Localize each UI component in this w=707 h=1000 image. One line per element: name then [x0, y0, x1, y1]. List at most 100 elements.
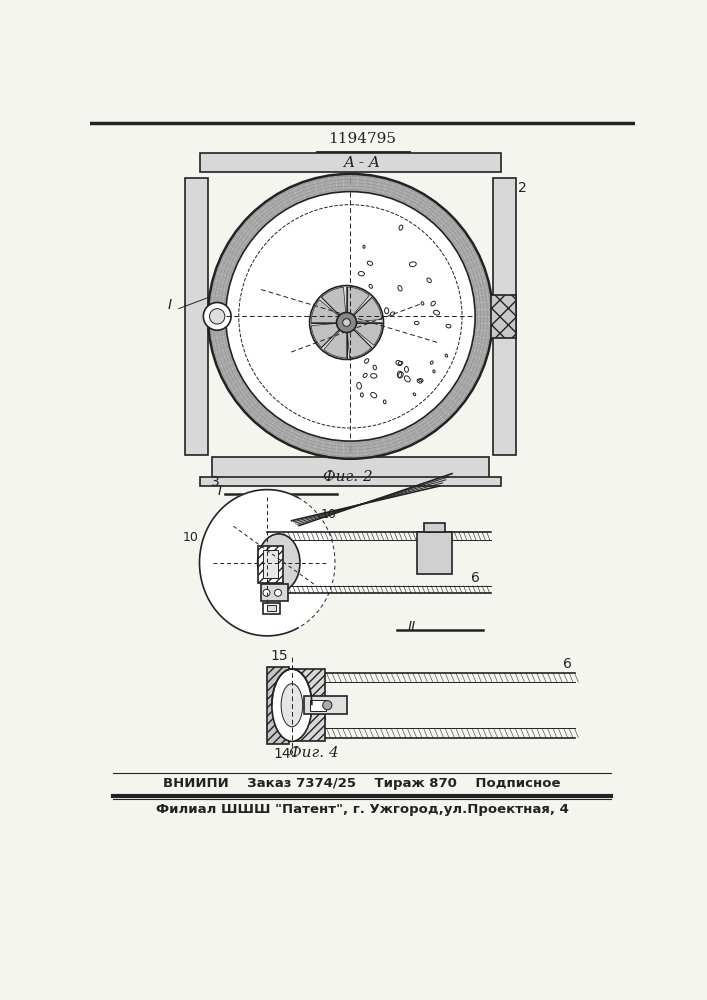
Wedge shape: [267, 197, 283, 215]
Bar: [267, 605, 276, 611]
Bar: [200, 153, 501, 172]
Wedge shape: [475, 309, 493, 316]
Text: II: II: [404, 398, 412, 411]
Wedge shape: [343, 441, 351, 459]
Wedge shape: [240, 395, 258, 412]
Wedge shape: [389, 181, 402, 200]
Wedge shape: [336, 174, 344, 192]
Bar: [212, 457, 489, 480]
Wedge shape: [370, 438, 380, 457]
Wedge shape: [336, 440, 344, 459]
Bar: [185, 178, 208, 455]
Text: ВНИИПИ    Заказ 7374/25    Тираж 870    Подписное: ВНИИПИ Заказ 7374/25 Тираж 870 Подписное: [163, 777, 561, 790]
Wedge shape: [376, 437, 387, 456]
Wedge shape: [353, 297, 382, 322]
Circle shape: [343, 319, 351, 326]
Circle shape: [274, 589, 281, 596]
Wedge shape: [311, 323, 340, 348]
Wedge shape: [474, 323, 493, 331]
Bar: [423, 523, 445, 532]
Wedge shape: [273, 421, 288, 440]
Wedge shape: [462, 252, 481, 266]
Ellipse shape: [272, 669, 312, 741]
Circle shape: [263, 589, 270, 596]
Wedge shape: [208, 316, 226, 324]
Wedge shape: [227, 379, 246, 394]
Wedge shape: [389, 433, 402, 452]
Wedge shape: [469, 272, 488, 284]
Wedge shape: [354, 323, 382, 345]
Wedge shape: [322, 287, 346, 316]
Circle shape: [322, 701, 332, 710]
Text: H: H: [349, 177, 356, 187]
Text: 6: 6: [563, 657, 572, 671]
Wedge shape: [376, 177, 387, 196]
Wedge shape: [221, 367, 239, 381]
Wedge shape: [462, 367, 481, 381]
Text: I: I: [218, 484, 221, 498]
Wedge shape: [382, 435, 395, 454]
Wedge shape: [208, 309, 226, 316]
Wedge shape: [211, 279, 230, 290]
Wedge shape: [215, 355, 234, 367]
Wedge shape: [235, 390, 254, 406]
Wedge shape: [455, 239, 474, 254]
Wedge shape: [438, 400, 456, 417]
Wedge shape: [313, 437, 325, 456]
Wedge shape: [419, 417, 434, 436]
Text: 5: 5: [230, 503, 239, 517]
Wedge shape: [286, 427, 300, 446]
Wedge shape: [407, 189, 421, 208]
Wedge shape: [250, 210, 267, 228]
Wedge shape: [255, 409, 272, 427]
Wedge shape: [218, 258, 236, 272]
Wedge shape: [451, 233, 470, 248]
Bar: [493, 178, 516, 455]
Wedge shape: [209, 294, 227, 303]
Circle shape: [226, 192, 475, 441]
Wedge shape: [208, 323, 226, 331]
Wedge shape: [279, 424, 294, 443]
Wedge shape: [328, 440, 337, 458]
Text: Филиал ШШШ "Патент", г. Ужгород,ул.Проектная, 4: Филиал ШШШ "Патент", г. Ужгород,ул.Проек…: [156, 803, 568, 816]
Wedge shape: [395, 183, 409, 202]
Wedge shape: [474, 301, 493, 310]
Wedge shape: [311, 300, 339, 323]
Wedge shape: [250, 405, 267, 422]
Wedge shape: [438, 216, 456, 233]
Wedge shape: [255, 206, 272, 224]
Wedge shape: [346, 287, 369, 315]
Wedge shape: [471, 342, 490, 353]
Wedge shape: [475, 316, 493, 324]
Wedge shape: [231, 384, 250, 400]
Wedge shape: [472, 336, 491, 346]
Wedge shape: [407, 424, 421, 443]
Wedge shape: [240, 221, 258, 238]
Wedge shape: [215, 265, 234, 278]
Bar: [288, 669, 325, 741]
Text: I: I: [168, 298, 172, 312]
Wedge shape: [419, 197, 434, 215]
Wedge shape: [458, 373, 477, 388]
Bar: [264, 603, 281, 614]
Wedge shape: [351, 441, 358, 459]
Wedge shape: [434, 210, 451, 228]
Wedge shape: [211, 342, 230, 353]
Ellipse shape: [281, 684, 303, 727]
Bar: [491, 295, 516, 338]
Text: H: H: [349, 445, 356, 455]
Bar: [493, 178, 516, 455]
Bar: [185, 178, 208, 455]
Wedge shape: [321, 176, 331, 194]
Bar: [304, 696, 346, 714]
Wedge shape: [467, 265, 486, 278]
Wedge shape: [245, 400, 262, 417]
Wedge shape: [423, 413, 440, 432]
Wedge shape: [429, 409, 445, 427]
Wedge shape: [474, 329, 492, 339]
Circle shape: [310, 286, 383, 359]
Text: 4: 4: [408, 276, 416, 289]
Bar: [200, 153, 501, 172]
Wedge shape: [293, 430, 305, 449]
Wedge shape: [221, 252, 239, 266]
